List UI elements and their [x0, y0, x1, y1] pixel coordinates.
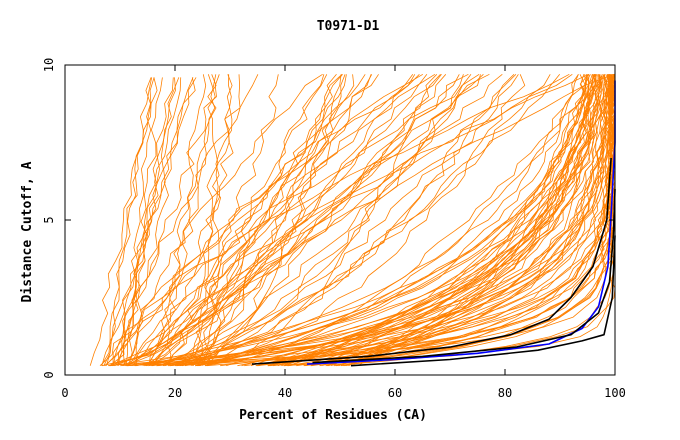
background-trace — [237, 74, 603, 367]
background-trace — [148, 74, 207, 366]
x-tick-label: 0 — [61, 386, 68, 400]
background-trace — [125, 77, 163, 366]
y-tick-label: 0 — [42, 371, 56, 378]
background-trace — [106, 77, 197, 366]
background-trace — [206, 74, 441, 366]
background-trace — [114, 74, 220, 366]
background-trace — [331, 74, 595, 367]
background-trace — [126, 74, 217, 367]
background-trace — [202, 74, 373, 366]
background-trace — [145, 74, 472, 367]
y-axis-label: Distance Cutoff, A — [20, 161, 35, 302]
background-trace — [258, 74, 605, 367]
background-trace — [152, 74, 347, 366]
series-layer — [89, 73, 616, 367]
x-tick-label: 20 — [168, 386, 182, 400]
background-trace — [199, 74, 590, 367]
background-trace — [104, 73, 570, 367]
background-trace — [147, 74, 420, 366]
highlight-series-line — [251, 157, 612, 365]
background-trace — [162, 74, 481, 367]
background-trace — [192, 74, 442, 366]
y-axis-ticks: 0 5 10 — [42, 58, 615, 379]
background-trace — [191, 74, 342, 367]
background-trace — [162, 74, 591, 367]
background-trace — [165, 74, 325, 366]
x-axis-ticks: 0 20 40 60 80 100 — [61, 65, 626, 400]
background-trace — [89, 77, 158, 366]
background-trace — [114, 74, 241, 367]
x-tick-label: 60 — [388, 386, 402, 400]
background-trace — [269, 74, 597, 367]
background-trace — [197, 74, 232, 366]
background-trace — [168, 74, 233, 366]
background-trace — [303, 74, 616, 367]
background-trace — [151, 74, 279, 367]
background-trace — [112, 74, 259, 366]
background-trace — [205, 74, 610, 367]
background-trace — [120, 74, 616, 367]
highlight-series-line — [350, 235, 616, 367]
background-trace — [118, 77, 174, 366]
background-trace — [170, 74, 605, 367]
background-trace — [128, 77, 152, 366]
background-trace — [107, 74, 414, 367]
background-trace — [194, 73, 436, 366]
highlight-series-line — [306, 80, 616, 365]
background-trace — [135, 74, 590, 367]
background-trace — [182, 74, 343, 366]
background-trace — [127, 74, 615, 367]
background-trace — [346, 74, 593, 367]
highlight-series-line — [312, 188, 616, 364]
background-trace — [179, 74, 596, 367]
background-trace — [257, 74, 611, 367]
background-trace — [199, 74, 346, 367]
background-trace — [135, 74, 595, 367]
background-trace — [99, 74, 416, 366]
background-trace — [110, 74, 561, 367]
x-tick-label: 40 — [278, 386, 292, 400]
x-axis-label: Percent of Residues (CA) — [239, 408, 427, 423]
background-trace — [174, 74, 464, 367]
background-trace — [336, 74, 612, 367]
x-tick-label: 80 — [498, 386, 512, 400]
background-trace — [287, 74, 601, 367]
y-tick-label: 5 — [42, 216, 56, 223]
background-trace — [181, 74, 519, 367]
background-trace — [122, 74, 428, 367]
background-trace — [204, 74, 597, 367]
background-trace — [157, 74, 526, 367]
background-trace — [357, 74, 601, 367]
background-trace — [142, 73, 503, 367]
background-trace — [156, 74, 517, 367]
y-tick-label: 10 — [42, 58, 56, 72]
background-trace — [125, 74, 447, 367]
background-trace — [203, 74, 219, 366]
background-trace — [101, 77, 155, 366]
x-tick-label: 100 — [604, 386, 626, 400]
background-trace — [164, 74, 579, 367]
background-trace — [190, 74, 460, 366]
background-trace — [109, 74, 379, 367]
chart-title: T0971-D1 — [317, 19, 380, 34]
background-trace — [284, 74, 586, 367]
background-trace — [220, 74, 616, 367]
background-trace — [151, 74, 343, 367]
background-trace — [198, 74, 438, 367]
background-trace — [128, 73, 589, 366]
background-trace — [112, 74, 337, 367]
background-trace — [148, 74, 589, 367]
background-trace — [343, 74, 613, 367]
background-trace — [132, 74, 484, 366]
